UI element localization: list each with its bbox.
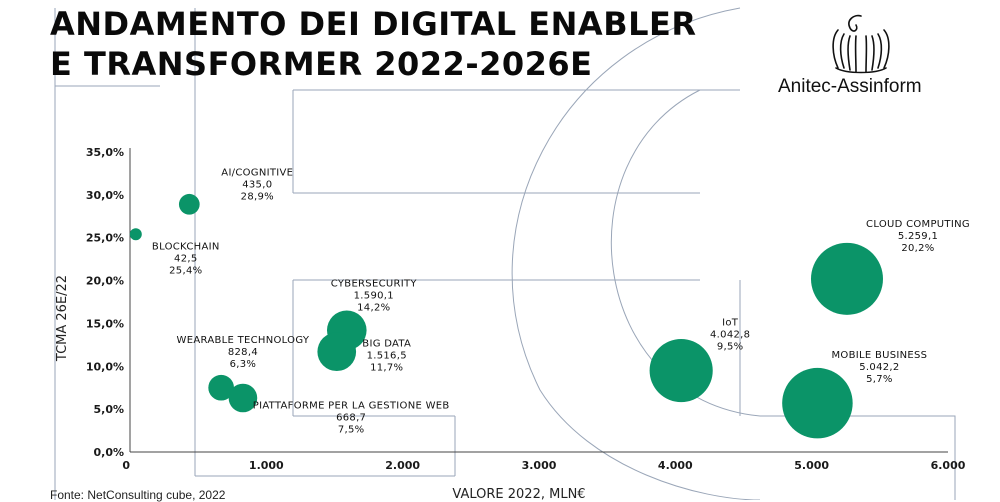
title-line-1: ANDAMENTO DEI DIGITAL ENABLER [50, 5, 697, 43]
bubble-ai-cognitive [178, 193, 200, 215]
logo-text: Anitec-Assinform [778, 76, 922, 97]
decor-lines [54, 8, 740, 500]
y-tick-label: 0,0% [93, 446, 124, 459]
point-value: 1.516,5 [367, 351, 407, 362]
x-tick-label: 6.000 [931, 459, 966, 472]
x-tick-label: 4.000 [658, 459, 693, 472]
y-axis-title: TCMA 26E/22 [55, 275, 70, 362]
page-title: ANDAMENTO DEI DIGITAL ENABLER E TRANSFOR… [50, 4, 750, 84]
decor-arc-small [610, 89, 956, 500]
bubbles-layer [129, 193, 883, 439]
x-axis-title: VALORE 2022, MLN€ [452, 487, 585, 500]
bubble-piattaforme-per-la-gestione-web [208, 374, 235, 401]
point-value: 4.042,8 [710, 330, 750, 341]
background-decoration [54, 7, 956, 500]
bubble-mobile-business [782, 367, 853, 439]
y-tick-label: 25,0% [86, 232, 124, 245]
point-pct: 14,2% [357, 302, 390, 313]
point-pct: 25,4% [169, 265, 202, 276]
point-name: BLOCKCHAIN [152, 241, 220, 252]
point-name: CLOUD COMPUTING [866, 219, 970, 230]
chart-axes: 0,0% 5,0% 10,0% 15,0% 20,0% 25,0% 30,0% 35,0% 0 1… [55, 146, 966, 500]
point-pct: 7,5% [338, 425, 365, 436]
point-value: 668,7 [336, 413, 366, 424]
point-name: CYBERSECURITY [331, 278, 418, 289]
source-note: Fonte: NetConsulting cube, 2022 [50, 488, 226, 502]
point-name: BIG DATA [362, 339, 411, 350]
bubble-wearable-technology [228, 383, 258, 413]
bubble-big-data [317, 332, 357, 372]
point-name: PIATTAFORME PER LA GESTIONE WEB [253, 401, 450, 412]
x-tick-label: 2.000 [385, 459, 420, 472]
point-name: AI/COGNITIVE [221, 167, 293, 178]
y-tick-label: 20,0% [86, 275, 124, 288]
point-pct: 9,5% [717, 342, 744, 353]
y-tick-label: 15,0% [86, 317, 124, 330]
point-name: IoT [722, 318, 739, 329]
point-value: 828,4 [228, 347, 258, 358]
bubble-iot [649, 339, 713, 403]
bubble-blockchain [129, 228, 142, 241]
point-pct: 11,7% [370, 363, 403, 374]
point-value: 1.590,1 [354, 290, 394, 301]
point-pct: 20,2% [901, 243, 934, 254]
point-value: 42,5 [174, 253, 197, 264]
logo-icon [832, 14, 890, 74]
bubble-cloud-computing [810, 242, 883, 315]
x-tick-label: 5.000 [794, 459, 829, 472]
point-name: MOBILE BUSINESS [831, 350, 927, 361]
point-value: 5.042,2 [859, 362, 899, 373]
point-value: 435,0 [242, 179, 272, 190]
x-tick-label: 0 [122, 459, 130, 472]
point-name: WEARABLE TECHNOLOGY [177, 335, 310, 346]
y-tick-label: 30,0% [86, 189, 124, 202]
point-pct: 28,9% [241, 191, 274, 202]
point-pct: 6,3% [230, 359, 257, 370]
point-pct: 5,7% [866, 374, 893, 385]
y-tick-label: 10,0% [86, 360, 124, 373]
x-tick-label: 3.000 [522, 459, 557, 472]
point-value: 5.259,1 [898, 231, 938, 242]
y-tick-label: 5,0% [93, 403, 124, 416]
decor-arc-large [511, 7, 761, 500]
y-tick-label: 35,0% [86, 146, 124, 159]
x-tick-label: 1.000 [249, 459, 284, 472]
title-line-2: E TRANSFORMER 2022-2026E [50, 45, 593, 83]
